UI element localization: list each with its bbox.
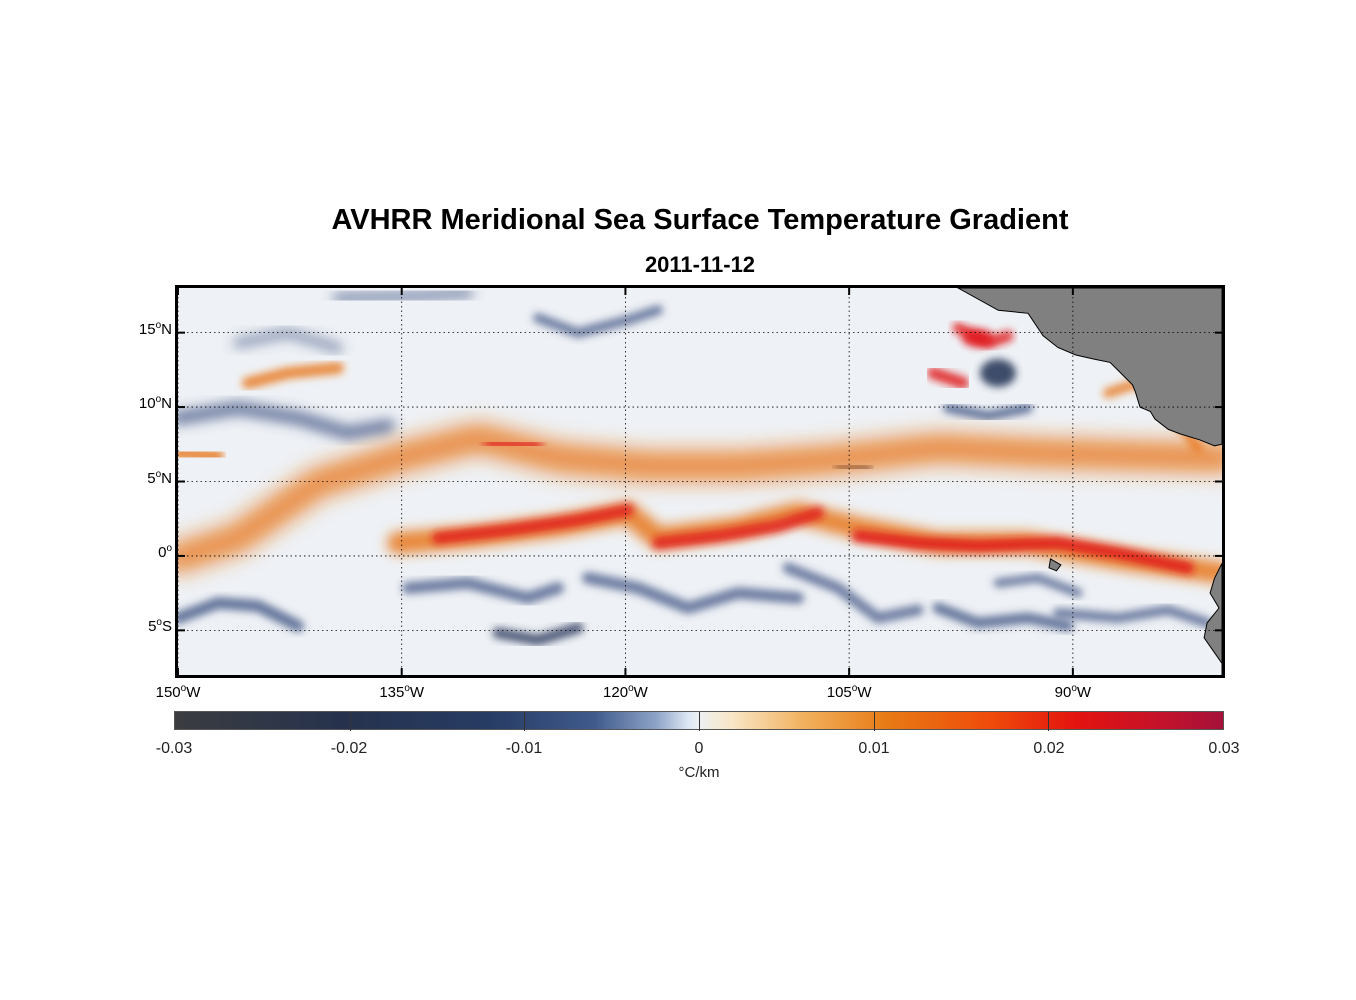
graticule [178, 288, 1222, 675]
lon-tick-label: 90oW [1054, 683, 1092, 701]
warm-front-streak [432, 504, 634, 544]
lon-tick-label: 105oW [826, 683, 872, 701]
lat-tick-label: 5oS [148, 617, 172, 636]
colorbar-tick-label: 0.01 [858, 740, 890, 757]
warm-front-streak [652, 507, 824, 549]
galapagos-island [1048, 558, 1062, 572]
map-canvas [178, 288, 1222, 675]
cold-front-streak [178, 597, 304, 632]
colorbar-tick [349, 712, 351, 731]
land-mask [956, 288, 1222, 675]
warm-front-streak [242, 362, 344, 389]
cold-front-streak [782, 562, 924, 624]
colorbar-tick [524, 712, 526, 731]
warm-front-streak [178, 423, 1222, 573]
lat-tick-label: 15oN [138, 319, 172, 338]
lat-tick-label: 5oN [147, 468, 172, 487]
cold-front-streak [402, 577, 564, 604]
colorbar [174, 711, 1224, 731]
cold-front-streak [178, 401, 395, 440]
colorbar-tick-label: 0.03 [1208, 740, 1240, 757]
colorbar-unit-label: °C/km [678, 764, 720, 781]
colorbar-tick-label: -0.02 [330, 740, 368, 757]
cold-front-streak [932, 602, 1074, 632]
central-america-land [956, 288, 1222, 447]
cold-front-streak [582, 572, 804, 614]
cold-front-streak [993, 573, 1083, 598]
cold-front-streak [492, 622, 584, 646]
cold-eddy [980, 359, 1016, 387]
warm-eddy [962, 329, 994, 347]
cold-front-streak [943, 403, 1033, 421]
warm-front-streak [178, 447, 224, 462]
colorbar-tick-label: 0 [694, 740, 704, 757]
lon-tick-label: 120oW [603, 683, 648, 701]
colorbar-tick-label: 0.02 [1033, 740, 1065, 757]
colorbar-tick-label: -0.01 [505, 740, 543, 757]
map-date-subtitle: 2011-11-12 [644, 252, 756, 277]
colorbar-tick [1048, 712, 1050, 731]
cold-front-streak [533, 305, 663, 338]
cold-front-streak [233, 328, 343, 353]
cold-front-streak [332, 288, 474, 304]
lat-tick-label: 0o [158, 542, 172, 561]
lon-tick-label: 150oW [155, 683, 201, 701]
map-title: AVHRR Meridional Sea Surface Temperature… [331, 204, 1069, 236]
lat-tick-label: 10oN [138, 394, 172, 413]
warm-front-streak [483, 438, 543, 450]
south-america-land [1203, 563, 1222, 675]
colorbar-tick [699, 712, 700, 731]
colorbar-tick [873, 712, 875, 731]
warm-front-streak [927, 367, 969, 389]
lon-tick-label: 135oW [379, 683, 425, 701]
cold-front-streak [1053, 605, 1213, 628]
sst-gradient-map [175, 285, 1225, 678]
warm-front-streak [852, 530, 1194, 574]
colorbar-tick-label: -0.03 [155, 740, 193, 757]
